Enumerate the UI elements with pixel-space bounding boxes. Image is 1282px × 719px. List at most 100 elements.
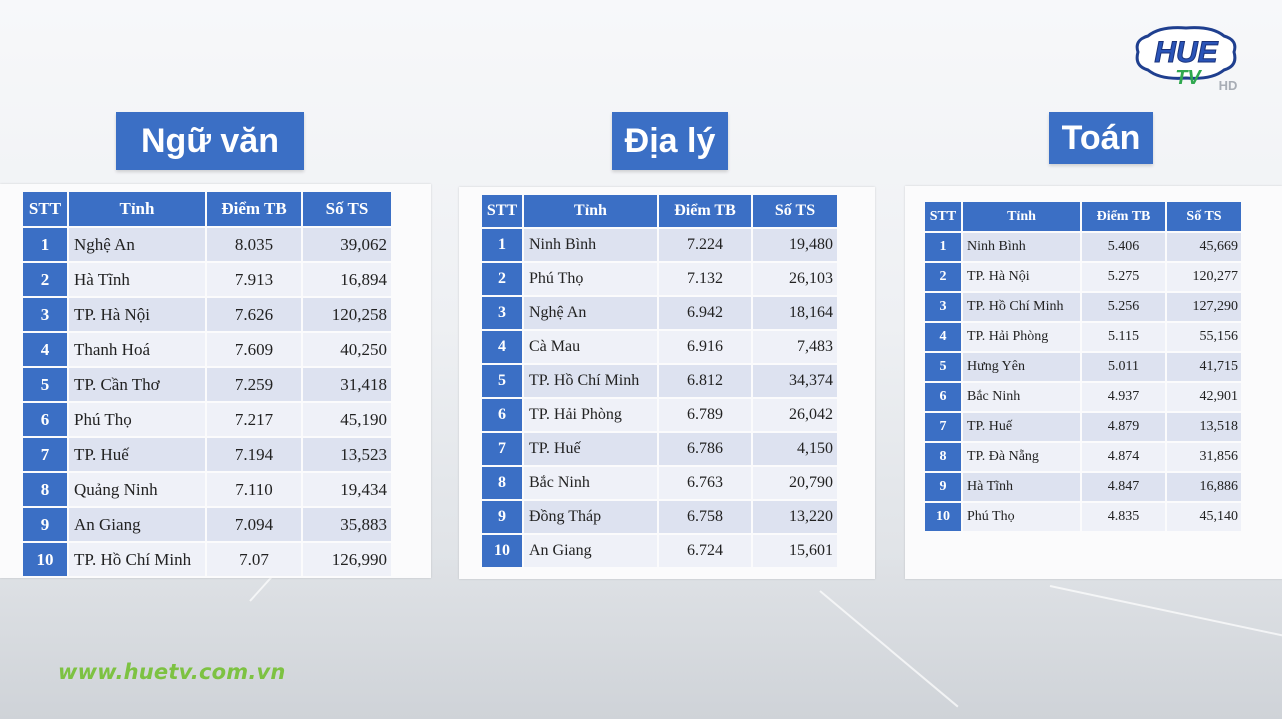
- province-cell: TP. Huế: [524, 433, 657, 465]
- province-cell: Ninh Bình: [963, 233, 1080, 261]
- table-row: 3 Nghệ An 6.942 18,164: [482, 297, 837, 329]
- ranking-table-toan: STT Tỉnh Điểm TB Số TS 1 Ninh Bình 5.406 45…: [923, 200, 1243, 533]
- province-cell: Hà Tĩnh: [69, 263, 205, 296]
- svg-text:TV: TV: [1175, 67, 1202, 89]
- score-cell: 4.879: [1082, 413, 1165, 441]
- rank-cell: 2: [23, 263, 67, 296]
- count-cell: 42,901: [1167, 383, 1241, 411]
- province-cell: Hà Tĩnh: [963, 473, 1080, 501]
- count-cell: 45,140: [1167, 503, 1241, 531]
- table-row: 9 Đồng Tháp 6.758 13,220: [482, 501, 837, 533]
- table-row: 7 TP. Huế 4.879 13,518: [925, 413, 1241, 441]
- table-row: 7 TP. Huế 6.786 4,150: [482, 433, 837, 465]
- table-row: 1 Ninh Bình 5.406 45,669: [925, 233, 1241, 261]
- count-cell: 16,886: [1167, 473, 1241, 501]
- count-cell: 39,062: [303, 228, 391, 261]
- rank-cell: 2: [925, 263, 961, 291]
- province-cell: Phú Thọ: [69, 403, 205, 436]
- column-header-count: Số TS: [1167, 202, 1241, 231]
- count-cell: 45,190: [303, 403, 391, 436]
- score-cell: 6.724: [659, 535, 751, 567]
- count-cell: 13,518: [1167, 413, 1241, 441]
- column-header-score: Điểm TB: [207, 192, 301, 226]
- province-cell: An Giang: [524, 535, 657, 567]
- table-row: 9 An Giang 7.094 35,883: [23, 508, 391, 541]
- score-cell: 4.847: [1082, 473, 1165, 501]
- score-cell: 6.786: [659, 433, 751, 465]
- count-cell: 15,601: [753, 535, 837, 567]
- table-row: 9 Hà Tĩnh 4.847 16,886: [925, 473, 1241, 501]
- province-cell: Nghệ An: [69, 228, 205, 261]
- rank-cell: 6: [482, 399, 522, 431]
- count-cell: 19,434: [303, 473, 391, 506]
- province-cell: TP. Hồ Chí Minh: [963, 293, 1080, 321]
- column-header-stt: STT: [482, 195, 522, 227]
- province-cell: TP. Cần Thơ: [69, 368, 205, 401]
- province-cell: TP. Huế: [963, 413, 1080, 441]
- count-cell: 26,103: [753, 263, 837, 295]
- rank-cell: 4: [482, 331, 522, 363]
- column-header-stt: STT: [925, 202, 961, 231]
- table-row: 6 Phú Thọ 7.217 45,190: [23, 403, 391, 436]
- score-cell: 7.07: [207, 543, 301, 576]
- count-cell: 126,990: [303, 543, 391, 576]
- rank-cell: 5: [23, 368, 67, 401]
- province-cell: Phú Thọ: [524, 263, 657, 295]
- table-row: 8 Quảng Ninh 7.110 19,434: [23, 473, 391, 506]
- province-cell: TP. Hải Phòng: [524, 399, 657, 431]
- rank-cell: 7: [23, 438, 67, 471]
- website-url: www.huetv.com.vn: [58, 660, 286, 684]
- rank-cell: 5: [925, 353, 961, 381]
- score-cell: 6.789: [659, 399, 751, 431]
- table-row: 3 TP. Hà Nội 7.626 120,258: [23, 298, 391, 331]
- rank-cell: 8: [925, 443, 961, 471]
- score-cell: 7.110: [207, 473, 301, 506]
- score-cell: 6.812: [659, 365, 751, 397]
- province-cell: TP. Hà Nội: [963, 263, 1080, 291]
- count-cell: 127,290: [1167, 293, 1241, 321]
- rank-cell: 9: [482, 501, 522, 533]
- column-header-province: Tỉnh: [963, 202, 1080, 231]
- rank-cell: 7: [925, 413, 961, 441]
- count-cell: 16,894: [303, 263, 391, 296]
- svg-text:HD: HD: [1219, 78, 1238, 93]
- score-cell: 7.194: [207, 438, 301, 471]
- table-row: 10 Phú Thọ 4.835 45,140: [925, 503, 1241, 531]
- table-row: 5 Hưng Yên 5.011 41,715: [925, 353, 1241, 381]
- table-row: 4 Thanh Hoá 7.609 40,250: [23, 333, 391, 366]
- table-row: 6 TP. Hải Phòng 6.789 26,042: [482, 399, 837, 431]
- rank-cell: 4: [925, 323, 961, 351]
- rank-cell: 5: [482, 365, 522, 397]
- table-row: 2 TP. Hà Nội 5.275 120,277: [925, 263, 1241, 291]
- province-cell: TP. Đà Nẵng: [963, 443, 1080, 471]
- rank-cell: 1: [925, 233, 961, 261]
- province-cell: TP. Hải Phòng: [963, 323, 1080, 351]
- table-row: 8 TP. Đà Nẵng 4.874 31,856: [925, 443, 1241, 471]
- rank-cell: 10: [482, 535, 522, 567]
- subject-title-ngu-van: Ngữ văn: [116, 112, 304, 170]
- province-cell: Bắc Ninh: [524, 467, 657, 499]
- count-cell: 26,042: [753, 399, 837, 431]
- count-cell: 35,883: [303, 508, 391, 541]
- rank-cell: 10: [23, 543, 67, 576]
- table-row: 2 Hà Tĩnh 7.913 16,894: [23, 263, 391, 296]
- count-cell: 41,715: [1167, 353, 1241, 381]
- score-cell: 7.913: [207, 263, 301, 296]
- score-cell: 7.094: [207, 508, 301, 541]
- rank-cell: 7: [482, 433, 522, 465]
- province-cell: TP. Hà Nội: [69, 298, 205, 331]
- score-cell: 5.115: [1082, 323, 1165, 351]
- count-cell: 55,156: [1167, 323, 1241, 351]
- column-header-count: Số TS: [753, 195, 837, 227]
- score-cell: 7.626: [207, 298, 301, 331]
- column-header-stt: STT: [23, 192, 67, 226]
- province-cell: TP. Hồ Chí Minh: [69, 543, 205, 576]
- score-cell: 7.132: [659, 263, 751, 295]
- column-header-score: Điểm TB: [659, 195, 751, 227]
- table-row: 5 TP. Cần Thơ 7.259 31,418: [23, 368, 391, 401]
- count-cell: 13,523: [303, 438, 391, 471]
- score-cell: 6.942: [659, 297, 751, 329]
- province-cell: Quảng Ninh: [69, 473, 205, 506]
- rank-cell: 4: [23, 333, 67, 366]
- score-cell: 4.874: [1082, 443, 1165, 471]
